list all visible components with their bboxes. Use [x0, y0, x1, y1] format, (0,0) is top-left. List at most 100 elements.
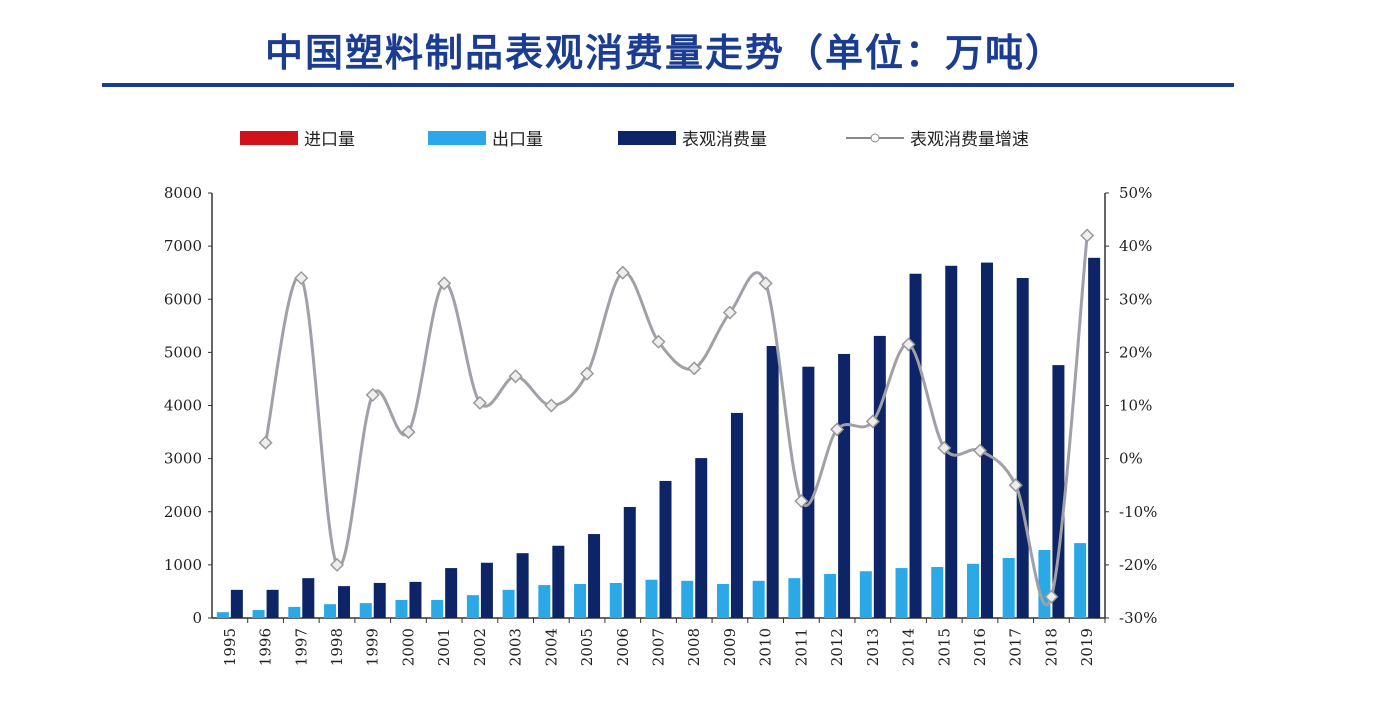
growth-rate-line	[264, 235, 1089, 607]
export-bar	[502, 589, 515, 618]
title-divider	[102, 83, 1234, 87]
consumption-bar	[695, 458, 708, 618]
right-tick-label: -30%	[1119, 609, 1157, 627]
consumption-bar	[623, 506, 636, 618]
x-tick-label: 2004	[542, 628, 560, 666]
consumption-bar	[552, 545, 565, 618]
export-bar	[895, 568, 908, 618]
right-tick-label: -10%	[1119, 503, 1157, 521]
legend-swatch	[428, 131, 486, 145]
right-tick-label: -20%	[1119, 556, 1157, 574]
growth-rate-marker	[294, 270, 309, 286]
consumption-bar	[230, 589, 243, 618]
export-bar	[681, 580, 694, 618]
x-tick-label: 2015	[935, 628, 953, 666]
x-tick-label: 2001	[435, 628, 453, 666]
consumption-bar	[945, 265, 958, 618]
legend-label: 表观消费量	[682, 130, 767, 150]
consumption-bar	[338, 586, 351, 618]
x-tick-label: 2019	[1078, 628, 1096, 666]
growth-rate-marker	[687, 361, 702, 376]
export-bar	[824, 573, 837, 618]
legend-swatch	[618, 131, 676, 145]
consumption-bar	[980, 262, 993, 618]
x-tick-label: 2010	[757, 628, 775, 666]
consumption-bar	[409, 581, 422, 618]
export-bar	[538, 585, 551, 618]
x-tick-label: 1999	[364, 628, 382, 666]
growth-rate-marker	[937, 440, 952, 456]
export-bar	[1038, 550, 1051, 618]
growth-rate-marker	[1044, 589, 1059, 604]
x-tick-label: 1998	[328, 628, 346, 666]
consumption-bar	[480, 562, 493, 618]
right-tick-label: 30%	[1119, 290, 1152, 308]
growth-rate-marker	[972, 443, 988, 458]
export-bar	[359, 603, 372, 618]
left-tick-label: 2000	[164, 503, 202, 521]
consumption-bar	[266, 589, 279, 618]
growth-rate-marker	[544, 398, 559, 413]
consumption-bar	[909, 273, 922, 618]
export-bar	[609, 582, 622, 618]
right-tick-label: 20%	[1119, 343, 1152, 361]
x-tick-label: 2003	[507, 628, 525, 666]
export-bar	[1074, 543, 1087, 618]
x-tick-label: 2002	[471, 628, 489, 666]
consumption-bar	[1016, 278, 1029, 618]
legend-swatch	[240, 131, 298, 145]
right-tick-label: 0%	[1119, 450, 1143, 468]
left-tick-label: 6000	[164, 290, 202, 308]
growth-rate-marker	[508, 369, 523, 384]
consumption-bar	[766, 346, 779, 618]
legend-label: 出口量	[492, 130, 543, 150]
growth-rate-marker	[794, 494, 809, 509]
growth-rate-marker	[615, 265, 630, 280]
consumption-bar	[730, 412, 743, 618]
growth-rate-marker	[401, 425, 416, 440]
x-tick-label: 2000	[399, 628, 417, 666]
growth-rate-marker	[579, 366, 595, 381]
export-bar	[216, 612, 229, 618]
export-bar	[252, 610, 265, 618]
legend-label: 表观消费量增速	[910, 130, 1029, 150]
x-tick-label: 1997	[292, 628, 310, 666]
x-tick-label: 2005	[578, 628, 596, 666]
consumption-bar	[445, 568, 458, 618]
growth-rate-marker	[901, 337, 916, 352]
growth-rate-marker	[472, 395, 487, 410]
growth-rate-marker	[258, 435, 273, 450]
export-bar	[716, 584, 729, 618]
consumption-bar	[302, 578, 315, 618]
consumption-bar	[588, 534, 601, 618]
growth-rate-marker	[651, 334, 666, 349]
left-tick-label: 4000	[164, 397, 202, 415]
consumption-bar	[1052, 365, 1065, 618]
x-tick-label: 2011	[792, 628, 810, 666]
x-tick-label: 2006	[614, 628, 632, 666]
growth-rate-marker	[365, 387, 380, 402]
x-tick-label: 2017	[1007, 628, 1025, 666]
export-bar	[395, 599, 408, 618]
x-tick-label: 2012	[828, 628, 846, 666]
x-tick-label: 2007	[650, 628, 668, 666]
right-tick-label: 40%	[1119, 237, 1152, 255]
export-bar	[645, 579, 658, 618]
consumption-bar	[802, 366, 815, 618]
consumption-bar	[1088, 257, 1101, 618]
x-tick-label: 1995	[221, 628, 239, 666]
growth-rate-marker	[758, 276, 773, 291]
left-tick-label: 0	[192, 609, 202, 627]
export-bar	[1002, 557, 1015, 618]
growth-rate-marker	[1008, 478, 1023, 493]
export-bar	[574, 584, 587, 618]
growth-rate-marker	[437, 276, 452, 291]
export-bar	[788, 578, 801, 618]
growth-rate-marker	[722, 305, 738, 320]
consumption-bar	[659, 480, 672, 618]
export-bar	[752, 580, 765, 618]
growth-rate-marker	[329, 557, 345, 572]
left-tick-label: 8000	[164, 184, 202, 202]
right-tick-label: 10%	[1119, 397, 1152, 415]
consumption-bar	[516, 553, 529, 618]
